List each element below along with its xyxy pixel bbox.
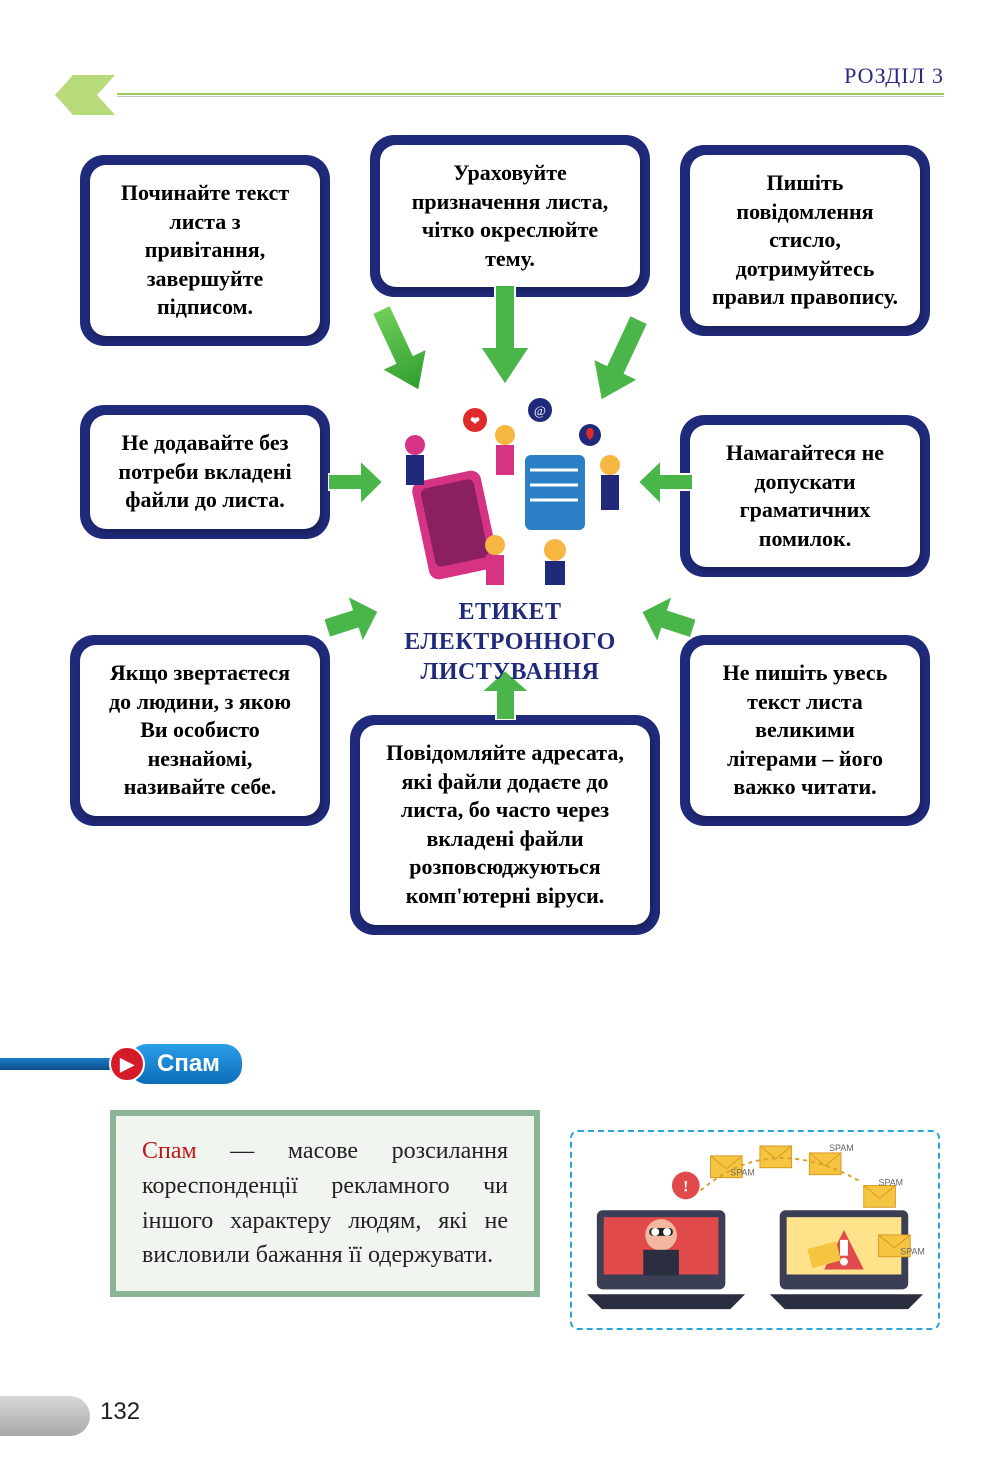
box-text: Якщо звертаєтеся до людини, з якою Ви ос… [109,660,291,799]
header-arrow-icon [55,75,115,115]
header-rule [117,93,944,97]
spam-definition-box: Спам — масове розсилання кореспонденції … [110,1110,540,1297]
box-text: Ураховуйте призначення листа, чітко окре… [412,160,609,271]
box-text: Починайте текст листа з привітання, заве… [121,180,289,319]
etiquette-diagram: Починайте текст листа з привітання, заве… [70,145,934,1015]
spam-illustration: SPAM SPAM SPAM SPAM ! [570,1130,940,1330]
svg-text:SPAM: SPAM [829,1143,854,1153]
etiquette-box-introduce: Якщо звертаєтеся до людини, з якою Ви ос… [80,645,320,816]
box-text: Намагайтеся не допускати граматичних пом… [726,440,884,551]
etiquette-box-subject: Ураховуйте призначення листа, чітко окре… [380,145,640,287]
arrow-icon [328,460,383,505]
definition-term: Спам [142,1138,197,1164]
chevron-circle-icon: ▶ [109,1046,145,1082]
center-illustration: ❤ @ [380,395,640,585]
arrow-icon [638,460,693,505]
arrow-icon [590,315,650,405]
svg-text:@: @ [534,403,546,418]
section-label: РОЗДІЛ 3 [834,63,944,89]
svg-text:❤: ❤ [470,414,480,428]
box-text: Не додавайте без потреби вкладені файли … [118,430,291,512]
svg-text:SPAM: SPAM [900,1247,925,1257]
box-text: Повідомляйте адресата, які файли додаєте… [386,740,624,908]
etiquette-box-greeting: Починайте текст листа з привітання, заве… [90,165,320,336]
svg-text:!: ! [683,1178,688,1195]
svg-text:SPAM: SPAM [879,1178,904,1188]
definition-text: — масове розсилання кореспонденції рекла… [142,1138,508,1268]
arrow-icon [475,285,535,385]
spam-laptops-icon: SPAM SPAM SPAM SPAM ! [582,1140,928,1320]
etiquette-box-caps: Не пишіть увесь текст листа великими літ… [690,645,920,816]
svg-text:SPAM: SPAM [730,1168,755,1178]
arrow-icon [370,305,430,395]
box-text: Не пишіть увесь текст листа великими літ… [723,660,888,799]
etiquette-box-concise: Пишіть повідомлення стисло, дотримуйтесь… [690,155,920,326]
etiquette-box-virus: Повідомляйте адресата, які файли додаєте… [360,725,650,925]
page-tab [0,1396,90,1436]
heading-bar [0,1058,115,1070]
page-number: 132 [100,1398,140,1426]
page-header: РОЗДІЛ 3 [55,75,944,115]
etiquette-box-grammar: Намагайтеся не допускати граматичних пом… [690,425,920,567]
spam-heading: ▶ Спам [0,1042,244,1086]
people-communication-icon: ❤ @ [380,395,640,585]
box-text: Пишіть повідомлення стисло, дотримуйтесь… [712,170,898,309]
etiquette-box-attachments: Не додавайте без потреби вкладені файли … [90,415,320,529]
diagram-title: ЕТИКЕТ ЕЛЕКТРОННОГО ЛИСТУВАННЯ [370,597,650,687]
